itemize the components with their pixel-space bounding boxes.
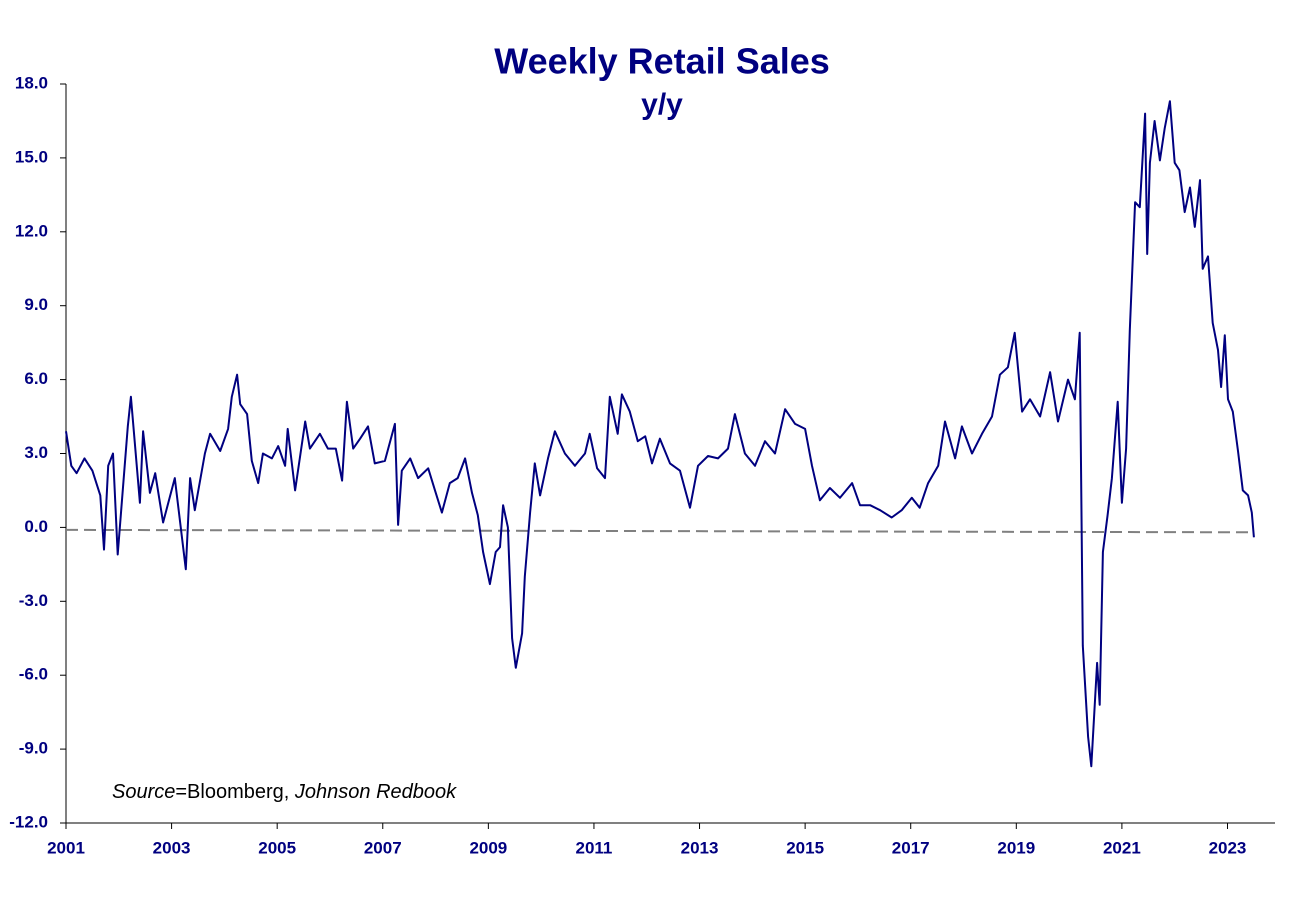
source-provider: Johnson Redbook <box>294 781 457 803</box>
x-tick-label: 2017 <box>892 838 930 857</box>
line-series <box>65 100 1255 768</box>
chart-subtitle: y/y <box>641 88 683 121</box>
source-label: Source <box>112 781 175 803</box>
x-tick-label: 2007 <box>364 838 402 857</box>
x-tick-label: 2015 <box>786 838 824 857</box>
y-tick-label: -6.0 <box>19 665 48 684</box>
y-tick-label: 18.0 <box>15 73 48 92</box>
y-tick-label: 9.0 <box>24 295 48 314</box>
y-tick-label: -12.0 <box>9 812 48 831</box>
x-tick-label: 2013 <box>681 838 719 857</box>
y-tick-label: 12.0 <box>15 221 48 240</box>
y-tick-label: -9.0 <box>19 739 48 758</box>
y-tick-label: 0.0 <box>24 517 48 536</box>
x-tick-label: 2011 <box>576 838 613 857</box>
x-tick-label: 2021 <box>1103 838 1141 857</box>
chart-title: Weekly Retail Sales <box>494 41 830 82</box>
x-tick-label: 2003 <box>153 838 191 857</box>
reference-line <box>65 528 1254 534</box>
x-tick-label: 2023 <box>1209 838 1247 857</box>
y-tick-label: 15.0 <box>15 147 48 166</box>
y-tick-label: -3.0 <box>19 591 48 610</box>
y-tick-label: 3.0 <box>24 443 48 462</box>
x-tick-label: 2009 <box>469 838 507 857</box>
y-tick-label: 6.0 <box>24 369 48 388</box>
x-tick-label: 2019 <box>997 838 1035 857</box>
source-text: =Bloomberg, <box>175 781 295 803</box>
x-tick-label: 2001 <box>47 838 85 857</box>
source-note: Source=Bloomberg, Johnson Redbook <box>112 781 457 803</box>
x-tick-label: 2005 <box>258 838 296 857</box>
